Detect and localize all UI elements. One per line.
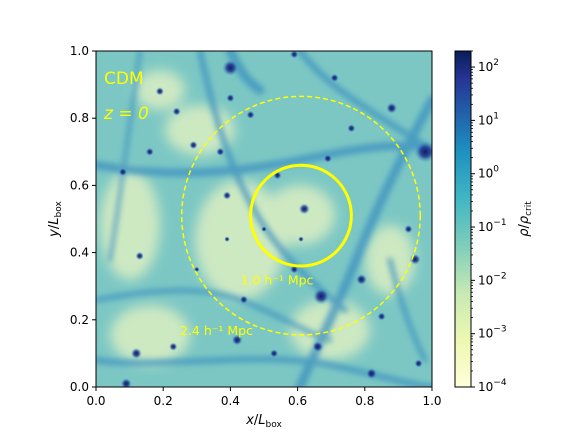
- halo-27: [118, 167, 128, 177]
- halo-28: [135, 251, 144, 261]
- halo-15: [323, 154, 333, 163]
- halo-36: [298, 236, 304, 242]
- halo-12: [414, 140, 432, 163]
- colorbar-tick-label: 101: [478, 111, 499, 127]
- halo-13: [386, 102, 398, 114]
- y-tick-label: 0.0: [70, 380, 89, 394]
- halo-11: [414, 359, 423, 368]
- halo-22: [189, 140, 198, 150]
- colorbar-tick-label: 10−1: [478, 218, 507, 234]
- halo-32: [290, 51, 299, 59]
- y-tick-label: 0.2: [70, 313, 89, 327]
- halo-8: [365, 367, 378, 380]
- halo-29: [130, 347, 142, 359]
- x-tick-label: 0.4: [221, 394, 240, 408]
- halo-10: [404, 224, 413, 234]
- halo-16: [298, 203, 310, 215]
- colorbar-label: ρ/ρcrit: [517, 201, 534, 237]
- halo-6: [355, 273, 368, 286]
- inner-circle-label: 1.0 h⁻¹ Mpc: [240, 273, 313, 288]
- x-tick-label: 1.0: [422, 394, 441, 408]
- halo-2: [231, 334, 243, 346]
- halo-35: [194, 266, 200, 273]
- halo-19: [226, 93, 235, 103]
- halo-7: [377, 312, 386, 321]
- colorbar-ticks: 10−4 10−3 10−2 10−1 100 101 102: [471, 50, 507, 394]
- model-label: CDM: [104, 69, 144, 89]
- colorbar-tick-label: 100: [478, 165, 499, 181]
- halo-21: [222, 191, 232, 200]
- y-axis-label: y/Lbox: [47, 201, 64, 238]
- halo-5: [312, 341, 324, 353]
- halo-25: [155, 87, 165, 96]
- halo-20: [216, 147, 225, 156]
- halo-30: [120, 378, 132, 387]
- colorbar-tick-label: 10−2: [478, 271, 507, 287]
- colorbar: [454, 50, 472, 388]
- halo-0: [224, 236, 230, 242]
- x-tick-label: 0.8: [355, 394, 374, 408]
- halo-18: [246, 110, 255, 120]
- halo-31: [169, 342, 178, 351]
- halo-33: [330, 73, 339, 83]
- colorbar-tick-label: 10−3: [478, 325, 507, 341]
- halo-1: [239, 295, 249, 304]
- halo-23: [172, 107, 181, 116]
- halo-24: [222, 59, 239, 77]
- x-axis: 0.0 0.2 0.4 0.6 0.8 1.0: [86, 387, 442, 408]
- y-tick-label: 0.6: [70, 178, 89, 192]
- y-tick-label: 0.4: [70, 246, 89, 260]
- x-axis-label: x/Lbox: [245, 413, 282, 430]
- x-tick-label: 0.6: [288, 394, 307, 408]
- redshift-label: z = 0: [103, 104, 149, 124]
- colorbar-tick-label: 10−4: [478, 378, 507, 394]
- outer-dashed-circle: [180, 95, 421, 336]
- halo-14: [347, 124, 356, 133]
- halo-34: [269, 349, 279, 358]
- halo-26: [145, 147, 154, 156]
- inner-solid-circle: [249, 163, 353, 268]
- colorbar-tick-label: 102: [478, 58, 499, 74]
- x-tick-label: 0.0: [86, 394, 105, 408]
- voids: [100, 70, 415, 365]
- filaments: [96, 51, 432, 387]
- density-map: [96, 51, 432, 387]
- plot-frame: [95, 50, 433, 388]
- annotations: [180, 95, 421, 336]
- y-tick-label: 1.0: [70, 44, 89, 58]
- y-tick-label: 0.8: [70, 111, 89, 125]
- y-axis: 0.0 0.2 0.4 0.6 0.8 1.0: [70, 44, 96, 394]
- x-tick-label: 0.2: [154, 394, 173, 408]
- halo-37: [261, 226, 267, 232]
- halo-4: [312, 287, 330, 305]
- outer-circle-label: 2.4 h⁻¹ Mpc: [180, 323, 253, 338]
